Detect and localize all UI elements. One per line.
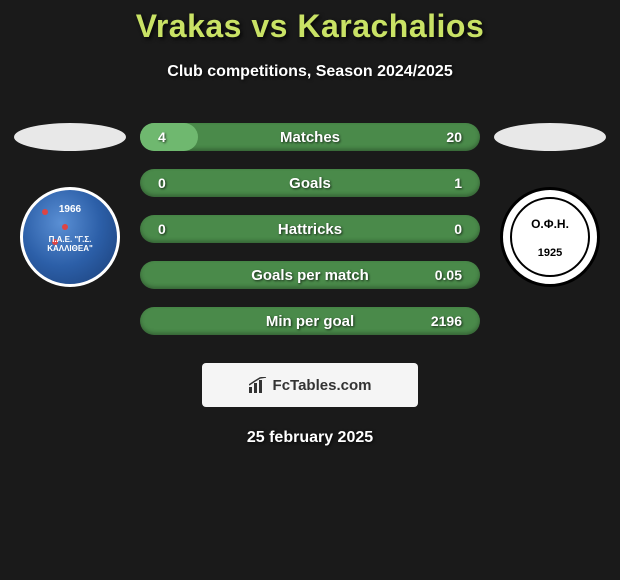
- stat-right-value: 2196: [431, 313, 462, 329]
- subtitle: Club competitions, Season 2024/2025: [0, 63, 620, 81]
- stat-row-matches: 4 Matches 20: [140, 123, 480, 151]
- stat-right-value: 0.05: [435, 267, 462, 283]
- chart-icon: [249, 377, 267, 393]
- stat-label: Goals: [289, 175, 331, 192]
- stat-label: Min per goal: [266, 313, 354, 330]
- stat-row-min-per-goal: Min per goal 2196: [140, 307, 480, 335]
- comparison-date: 25 february 2025: [0, 429, 620, 447]
- right-team-logo: Ο.Φ.Η. 1925: [500, 187, 600, 287]
- fctables-watermark: FcTables.com: [202, 363, 418, 407]
- left-logo-year: 1966: [59, 204, 81, 215]
- left-logo-text: Π.Α.Ε. "Γ.Σ.ΚΑΛΛΙΘΕΑ": [47, 236, 93, 254]
- stat-row-goals-per-match: Goals per match 0.05: [140, 261, 480, 289]
- page-title: Vrakas vs Karachalios: [0, 8, 620, 45]
- right-logo-text: Ο.Φ.Η.: [531, 217, 569, 231]
- stat-row-goals: 0 Goals 1: [140, 169, 480, 197]
- stat-row-hattricks: 0 Hattricks 0: [140, 215, 480, 243]
- stat-right-value: 1: [454, 175, 462, 191]
- stats-column: 4 Matches 20 0 Goals 1 0 Hattricks 0 Goa…: [140, 123, 480, 335]
- stat-label: Goals per match: [251, 267, 369, 284]
- stat-left-value: 0: [158, 221, 166, 237]
- fctables-text: FcTables.com: [273, 377, 372, 394]
- comparison-content: Π.Α.Ε. "Γ.Σ.ΚΑΛΛΙΘΕΑ" 1966 4 Matches 20 …: [0, 123, 620, 335]
- stat-left-value: 4: [158, 129, 166, 145]
- right-team-column: Ο.Φ.Η. 1925: [480, 123, 620, 287]
- right-logo-year: 1925: [538, 247, 562, 259]
- left-team-logo: Π.Α.Ε. "Γ.Σ.ΚΑΛΛΙΘΕΑ" 1966: [20, 187, 120, 287]
- stat-label: Hattricks: [278, 221, 342, 238]
- comparison-card: Vrakas vs Karachalios Club competitions,…: [0, 0, 620, 447]
- stat-left-value: 0: [158, 175, 166, 191]
- stat-label: Matches: [280, 129, 340, 146]
- stat-fill: [140, 123, 198, 151]
- player-silhouette-right: [494, 123, 606, 151]
- right-logo-inner: Ο.Φ.Η. 1925: [510, 197, 590, 277]
- player-silhouette-left: [14, 123, 126, 151]
- left-team-column: Π.Α.Ε. "Γ.Σ.ΚΑΛΛΙΘΕΑ" 1966: [0, 123, 140, 287]
- stat-right-value: 20: [446, 129, 462, 145]
- stat-right-value: 0: [454, 221, 462, 237]
